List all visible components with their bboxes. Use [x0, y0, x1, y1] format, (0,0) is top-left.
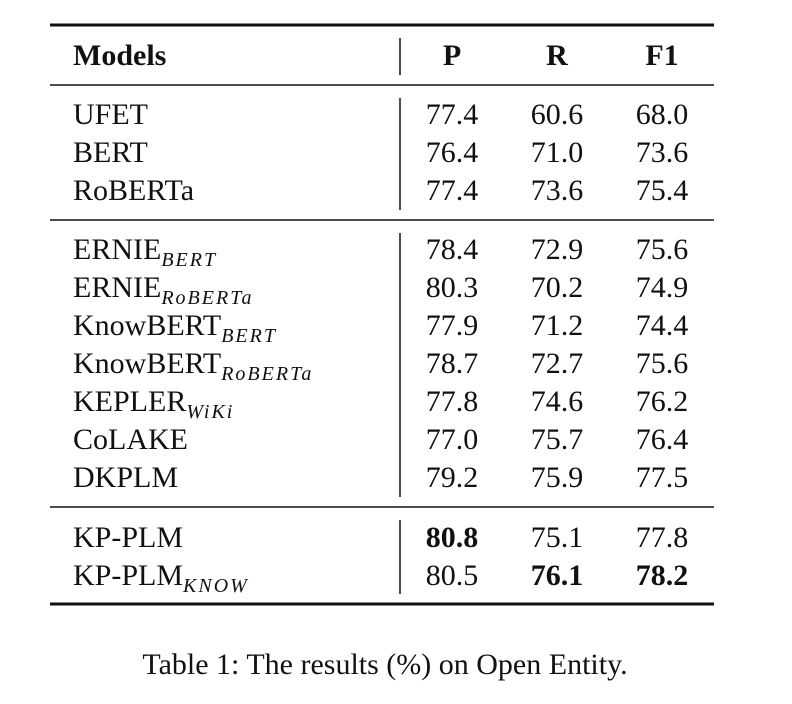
model-name: KP-PLM	[73, 521, 183, 554]
value-cell: 78.4	[426, 233, 479, 266]
value-cell: 77.9	[426, 309, 479, 342]
value-cell: 72.9	[531, 233, 584, 266]
model-label: KnowBERT	[73, 309, 221, 342]
value-cell: 76.4	[636, 423, 689, 456]
model-subscript: WiKi	[186, 401, 234, 423]
value-cell: 73.6	[531, 174, 584, 207]
value-cell: 70.2	[531, 271, 584, 304]
model-name: BERT	[73, 136, 148, 169]
model-name: RoBERTa	[73, 174, 194, 207]
model-name: KnowBERTRoBERTa	[73, 347, 313, 385]
value-cell: 77.5	[636, 461, 689, 494]
value-cell: 68.0	[636, 98, 689, 131]
model-name: DKPLM	[73, 461, 178, 494]
header-cell: Models	[73, 39, 166, 72]
model-name: KP-PLMKNOW	[73, 559, 249, 597]
model-name: ERNIERoBERTa	[73, 271, 253, 309]
model-label: ERNIE	[73, 271, 161, 304]
model-label: BERT	[73, 136, 148, 169]
model-label: KP-PLM	[73, 521, 183, 554]
model-label: DKPLM	[73, 461, 178, 494]
value-cell: 78.7	[426, 347, 479, 380]
value-cell: 74.9	[636, 271, 689, 304]
value-cell: 73.6	[636, 136, 689, 169]
value-cell: 80.3	[426, 271, 479, 304]
value-cell: 60.6	[531, 98, 584, 131]
value-cell: 76.4	[426, 136, 479, 169]
value-cell: 75.6	[636, 233, 689, 266]
value-cell: 77.8	[636, 521, 689, 554]
value-cell: 75.6	[636, 347, 689, 380]
model-subscript: KNOW	[182, 575, 249, 597]
model-label: UFET	[73, 98, 148, 131]
value-cell: 80.8	[426, 521, 479, 554]
value-cell: 74.6	[531, 385, 584, 418]
model-name: ERNIEBERT	[73, 233, 217, 271]
value-cell: 75.1	[531, 521, 584, 554]
model-label: RoBERTa	[73, 174, 194, 207]
value-cell: 71.0	[531, 136, 584, 169]
value-cell: 79.2	[426, 461, 479, 494]
value-cell: 76.1	[531, 559, 584, 592]
value-cell: 77.8	[426, 385, 479, 418]
value-cell: 71.2	[531, 309, 584, 342]
header-cell: P	[443, 39, 461, 72]
model-label: KnowBERT	[73, 347, 221, 380]
value-cell: 75.4	[636, 174, 689, 207]
model-subscript: RoBERTa	[160, 287, 253, 309]
model-subscript: BERT	[161, 249, 217, 271]
value-cell: 77.4	[426, 174, 479, 207]
value-cell: 76.2	[636, 385, 689, 418]
model-label: KEPLER	[73, 385, 186, 418]
value-cell: 74.4	[636, 309, 689, 342]
model-name: UFET	[73, 98, 148, 131]
value-cell: 75.7	[531, 423, 584, 456]
value-cell: 78.2	[636, 559, 689, 592]
value-cell: 77.0	[426, 423, 479, 456]
value-cell: 80.5	[426, 559, 479, 592]
model-label: KP-PLM	[73, 559, 183, 592]
caption: Table 1: The results (%) on Open Entity.	[142, 648, 627, 681]
model-name: KEPLERWiKi	[73, 385, 234, 423]
model-label: CoLAKE	[73, 423, 188, 456]
header-cell: F1	[645, 39, 678, 72]
model-subscript: RoBERTa	[220, 363, 313, 385]
value-cell: 72.7	[531, 347, 584, 380]
model-name: KnowBERTBERT	[73, 309, 277, 347]
model-name: CoLAKE	[73, 423, 188, 456]
header-cell: R	[546, 39, 568, 72]
value-cell: 75.9	[531, 461, 584, 494]
model-label: ERNIE	[73, 233, 161, 266]
model-subscript: BERT	[221, 325, 277, 347]
value-cell: 77.4	[426, 98, 479, 131]
